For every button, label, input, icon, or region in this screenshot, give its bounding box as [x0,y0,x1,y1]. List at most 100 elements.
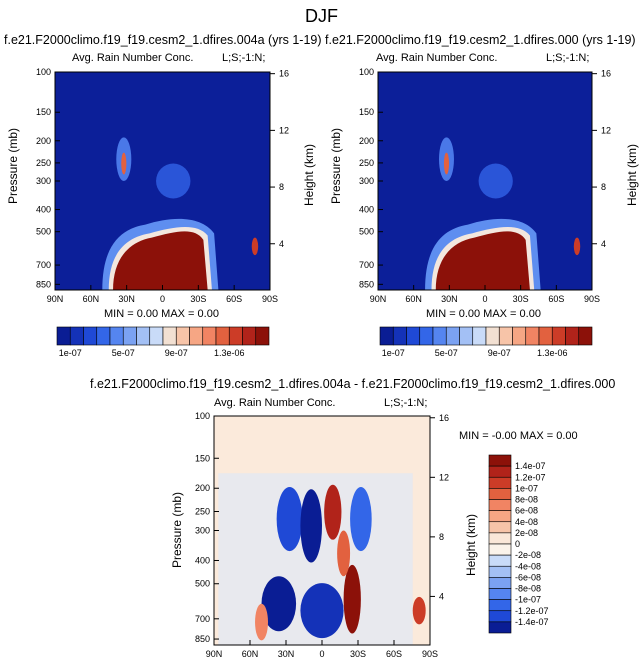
panel2-ylabel: Pressure (mb) [329,127,343,204]
colorbar-label: 6e-08 [515,506,538,516]
figure-title: DJF [305,6,338,26]
panel1-ylabel-right: Height (km) [302,144,316,207]
y-tick-label: 150 [359,107,374,117]
x-tick-label: 30N [441,294,458,304]
y-tick-label: 700 [359,260,374,270]
y-tick-label: 400 [195,555,210,565]
colorbar-cell [56,326,71,346]
x-tick-label: 90S [584,294,600,304]
colorbar-cell [109,326,124,346]
x-tick-label: 60S [386,649,402,658]
x-tick-label: 90N [206,649,223,658]
colorbar-label: 8e-08 [515,495,538,505]
x-tick-label: 30N [278,649,295,658]
field-blob [337,530,351,577]
y-tick-label: 250 [36,158,51,168]
colorbar-cell [136,326,151,346]
field-midlevel [478,163,513,199]
colorbar-cell [69,326,84,346]
panel2-field-label: Avg. Rain Number Conc. [376,52,498,64]
colorbar-cell [538,326,553,346]
panel3-corner-label: L;S;-1:N; [384,397,428,409]
colorbar-label: -2e-08 [515,550,541,560]
height-tick-label: 8 [279,182,284,192]
colorbar-label: 5e-07 [435,348,458,358]
y-tick-label: 300 [359,176,374,186]
colorbar-cell [488,499,512,511]
y-tick-label: 400 [36,205,51,215]
panel1-field-shapes [55,72,270,290]
field-blob [324,484,342,540]
height-tick-label: 4 [601,239,606,249]
y-tick-label: 500 [36,227,51,237]
x-tick-label: 0 [160,294,165,304]
colorbar-cell [488,488,512,500]
colorbar-label: 9e-07 [488,348,511,358]
panel1-field-label: Avg. Rain Number Conc. [72,52,194,64]
y-tick-label: 100 [36,67,51,77]
field-blob [261,576,297,632]
height-tick-label: 8 [601,182,606,192]
x-tick-label: 0 [319,649,324,658]
colorbar-cell [488,610,512,623]
x-tick-label: 60N [242,649,259,658]
colorbar-label: -8e-08 [515,584,541,594]
panel3-ylabel: Pressure (mb) [170,491,184,568]
y-tick-label: 400 [359,205,374,215]
colorbar-cell [96,326,111,346]
colorbar-cell [488,621,512,634]
panel2-field [377,71,593,291]
x-tick-label: 60S [226,294,242,304]
field-blob [300,489,323,563]
colorbar-cell [175,326,190,346]
x-tick-label: 60N [83,294,100,304]
colorbar-cell [379,326,394,346]
colorbar-cell [255,326,270,346]
y-tick-label: 250 [359,158,374,168]
colorbar-cell [445,326,460,346]
colorbar-label: 1.3e-06 [537,348,568,358]
field-core [435,231,530,290]
x-tick-label: 90N [47,294,64,304]
y-tick-label: 850 [195,634,210,644]
x-tick-label: 30S [513,294,529,304]
colorbar-cell [432,326,447,346]
colorbar-label: 1e-07 [59,348,82,358]
colorbar-cell [472,326,487,346]
panel3-field [213,415,431,646]
field-blob [412,596,426,625]
colorbar-cell [406,326,421,346]
panel2-ylabel-right: Height (km) [625,144,639,207]
colorbar-label: 0 [515,539,520,549]
height-tick-label: 4 [439,591,444,601]
colorbar-label: -1e-07 [515,595,541,605]
colorbar-label: 4e-08 [515,517,538,527]
colorbar-cell [551,326,566,346]
field-core [113,231,208,290]
colorbar-cell [498,326,513,346]
colorbar-cell [488,599,512,612]
colorbar-label: 5e-07 [112,348,135,358]
panel3-min-max: MIN = -0.00 MAX = 0.00 [459,430,578,442]
colorbar-cell [488,454,512,467]
colorbar-label: 1.2e-07 [515,472,546,482]
colorbar-cell [202,326,217,346]
colorbar-label: 1.3e-06 [214,348,245,358]
colorbar-cell [215,326,230,346]
field-plume-core [121,152,127,175]
x-tick-label: 60S [548,294,564,304]
x-tick-label: 30N [118,294,135,304]
field-plume-core [443,152,450,175]
colorbar-label: -4e-08 [515,561,541,571]
panel3-case-title: f.e21.F2000climo.f19_f19.cesm2_1.dfires.… [90,377,616,391]
colorbar-cell [162,326,177,346]
y-tick-label: 850 [36,279,51,289]
panel1-ylabel: Pressure (mb) [6,127,20,204]
colorbar-cell [242,326,257,346]
colorbar-label: -6e-08 [515,572,541,582]
y-tick-label: 150 [36,107,51,117]
height-tick-label: 4 [279,239,284,249]
field-blob [350,486,372,552]
colorbar-cell [512,326,527,346]
height-tick-label: 12 [279,125,289,135]
